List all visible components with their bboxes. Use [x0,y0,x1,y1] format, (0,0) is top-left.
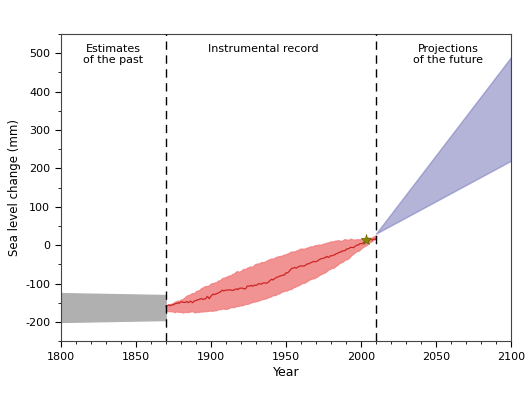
Text: Projections
of the future: Projections of the future [413,43,483,65]
Text: GLOBAL MEAN SEA LEVEL - IPCC 4TH REPORT: GLOBAL MEAN SEA LEVEL - IPCC 4TH REPORT [130,375,397,389]
Y-axis label: Sea level change (mm): Sea level change (mm) [8,119,21,256]
Text: Instrumental record: Instrumental record [208,43,319,53]
X-axis label: Year: Year [272,366,299,379]
Text: Estimates
of the past: Estimates of the past [83,43,143,65]
